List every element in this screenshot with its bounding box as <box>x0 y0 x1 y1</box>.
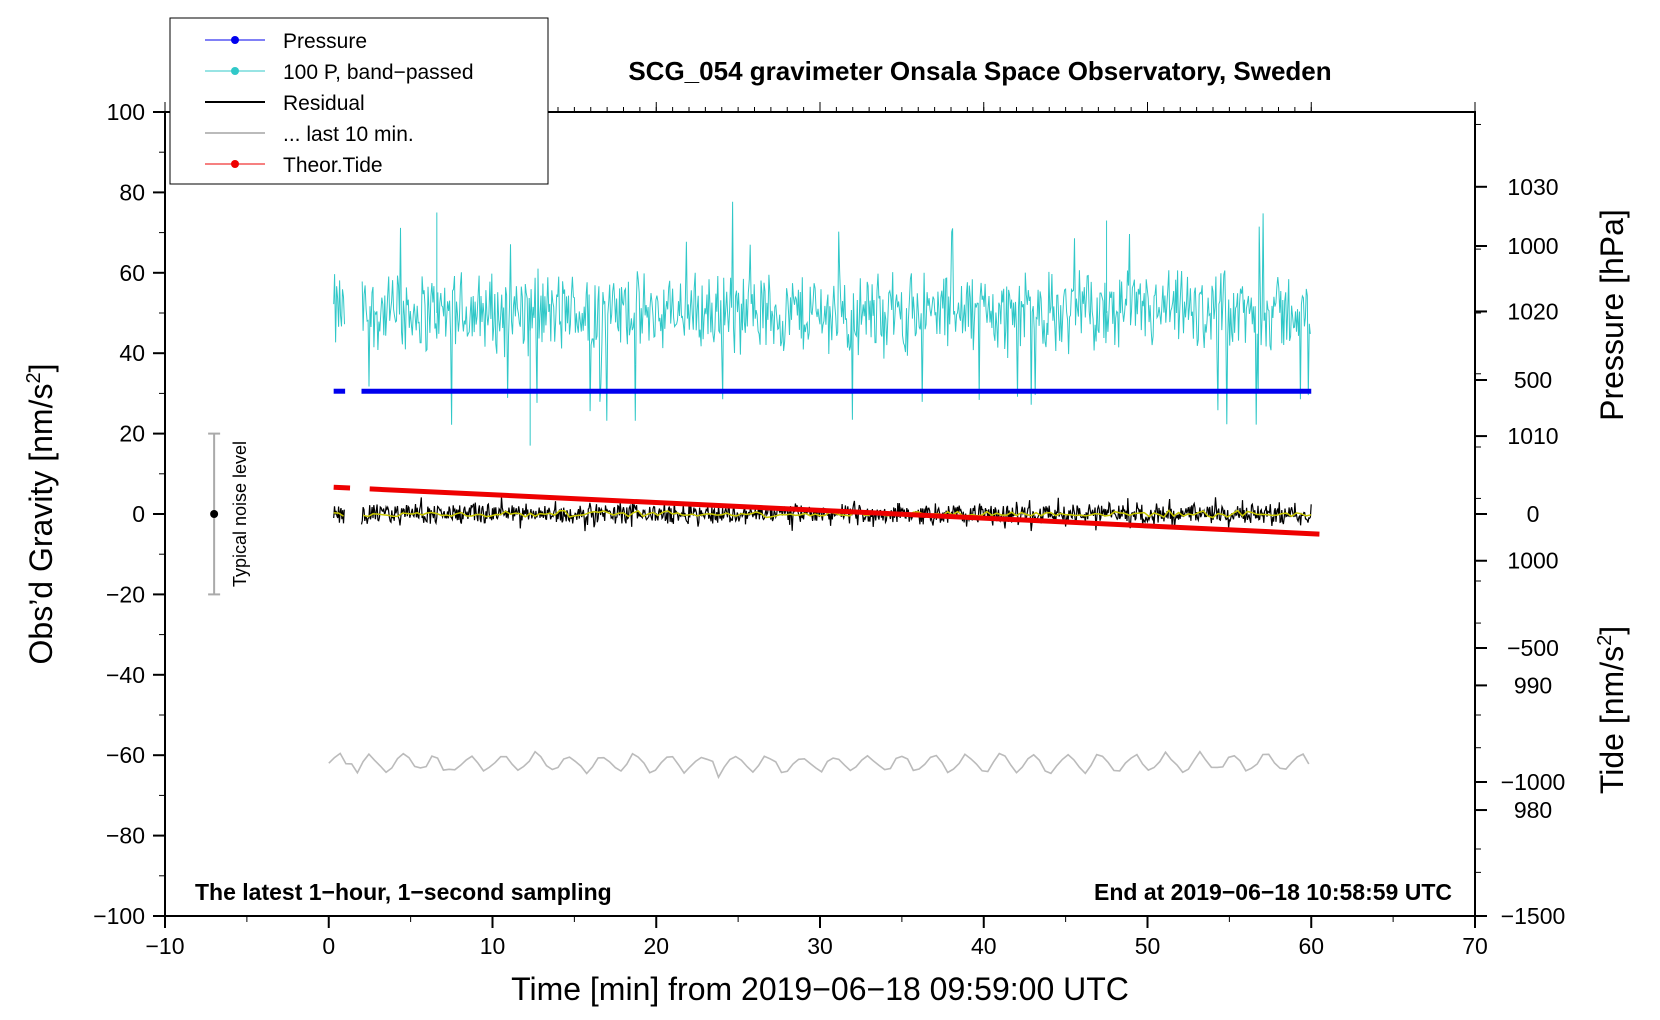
x-tick-label: 20 <box>643 933 669 959</box>
svg-text:Residual: Residual <box>283 92 365 115</box>
y-tick-label: −60 <box>106 742 145 768</box>
x-tick-label: 40 <box>971 933 997 959</box>
pressure-tick-label: 1030 <box>1507 174 1558 200</box>
series-bandpassed-line <box>333 274 345 343</box>
svg-text:Theor.Tide: Theor.Tide <box>283 154 383 177</box>
tide-tick-label: −1000 <box>1501 769 1566 795</box>
x-tick-label: 50 <box>1135 933 1161 959</box>
legend-item-tide: Theor.Tide <box>205 154 383 177</box>
axis-ticks: −10 0 10 20 30 40 50 60 70100806040200−20−40−60−… <box>93 99 1565 959</box>
x-tick-label: 70 <box>1462 933 1488 959</box>
y-tick-label: −20 <box>106 581 145 607</box>
svg-text:... last 10 min.: ... last 10 min. <box>283 123 414 146</box>
tide-tick-label: 500 <box>1514 367 1552 393</box>
tide-tick-label: −1500 <box>1501 903 1566 929</box>
y-tick-label: −80 <box>106 823 145 849</box>
y-tick-label: 20 <box>119 421 145 447</box>
sampling-note: The latest 1−hour, 1−second sampling <box>195 879 612 905</box>
x-axis-label: Time [min] from 2019−06−18 09:59:00 UTC <box>511 971 1129 1007</box>
tide-axis-label: Tide [nm/s2] <box>1594 626 1630 794</box>
tide-tick-label: −500 <box>1507 635 1559 661</box>
pressure-tick-label: 1000 <box>1507 548 1558 574</box>
series-tide-line <box>333 484 351 491</box>
y-tick-label: 100 <box>107 99 145 125</box>
legend-item-last10: ... last 10 min. <box>205 123 414 146</box>
legend-item-pressure: Pressure <box>205 30 367 53</box>
series-last10-line <box>328 750 1310 780</box>
legend-item-bandpassed: 100 P, band−passed <box>205 61 474 84</box>
x-tick-label: −10 <box>145 933 184 959</box>
pressure-tick-label: 1010 <box>1507 423 1558 449</box>
pressure-tick-label: 980 <box>1514 797 1552 823</box>
noise-label: Typical noise level <box>230 441 250 587</box>
y-tick-label: −100 <box>93 903 145 929</box>
pressure-axis-label: Pressure [hPa] <box>1594 209 1630 421</box>
y-tick-label: 80 <box>119 179 145 205</box>
x-tick-label: 30 <box>807 933 833 959</box>
y-tick-label: 40 <box>119 340 145 366</box>
series-tide-line <box>369 486 1320 537</box>
pressure-tick-label: 1020 <box>1507 298 1558 324</box>
x-tick-label: 0 <box>322 933 335 959</box>
svg-text:100 P, band−passed: 100 P, band−passed <box>283 61 474 84</box>
tide-tick-label: 0 <box>1527 501 1540 527</box>
series-residual-line <box>333 506 345 524</box>
series-layer <box>328 201 1320 780</box>
y-axis-label: Obs’d Gravity [nm/s2] <box>23 364 59 665</box>
series-residual-smoothed-line <box>362 509 1312 519</box>
y-tick-label: 0 <box>132 501 145 527</box>
noise-bar-center <box>210 510 219 518</box>
tide-tick-label: 1000 <box>1507 233 1558 259</box>
legend-item-residual: Residual <box>205 92 365 115</box>
series-bandpassed-line <box>361 201 1311 425</box>
noise-level-indicator: Typical noise level <box>208 432 250 596</box>
series-residual-smoothed-line <box>333 512 344 517</box>
chart-title: SCG_054 gravimeter Onsala Space Observat… <box>628 56 1331 86</box>
svg-text:Pressure: Pressure <box>283 30 367 53</box>
pressure-tick-label: 990 <box>1514 672 1552 698</box>
y-tick-label: 60 <box>119 260 145 286</box>
x-tick-label: 60 <box>1298 933 1324 959</box>
end-time-note: End at 2019−06−18 10:58:59 UTC <box>1094 879 1452 905</box>
legend: Pressure 100 P, band−passed Residual ...… <box>169 17 549 185</box>
y-tick-label: −40 <box>106 662 145 688</box>
x-tick-label: 10 <box>480 933 506 959</box>
